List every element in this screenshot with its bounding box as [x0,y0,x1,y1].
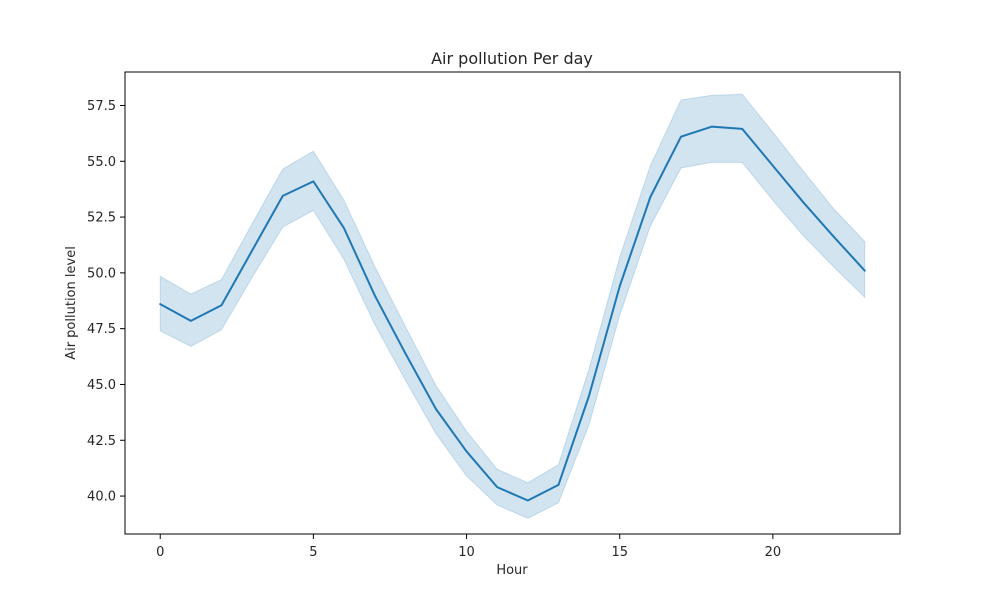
y-axis-label: Air pollution level [64,246,79,360]
y-tick-label: 52.5 [87,211,116,226]
y-tick-label: 45.0 [87,378,116,393]
x-tick-label: 5 [309,545,317,560]
x-tick-label: 10 [458,545,475,560]
plot-area: 0 5 10 15 20 40.0 42.5 45.0 47.5 50.0 52.5 55.0 57.5 [87,71,901,560]
chart-title: Air pollution Per day [431,49,593,68]
axes-frame [124,71,901,535]
y-tick-label: 40.0 [87,490,116,505]
y-tick-label: 57.5 [87,99,116,114]
x-tick-label: 20 [765,545,782,560]
x-tick-label: 0 [156,545,164,560]
y-tick-label: 42.5 [87,434,116,449]
x-tick-label: 15 [611,545,628,560]
y-tick-label: 55.0 [87,155,116,170]
x-axis-label: Hour [496,563,528,578]
confidence-band [159,93,866,519]
series-line [159,125,866,502]
y-tick-label: 50.0 [87,266,116,281]
y-tick-label: 47.5 [87,322,116,337]
